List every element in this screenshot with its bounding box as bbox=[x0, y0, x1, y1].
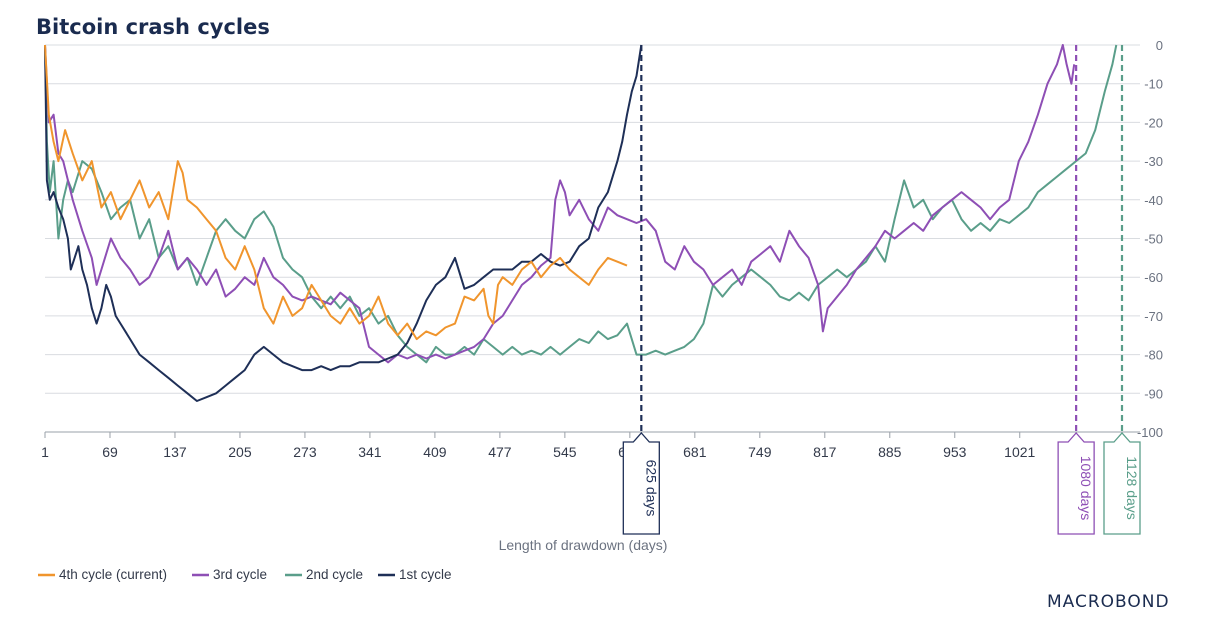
x-tick-label: 205 bbox=[228, 444, 252, 460]
gridlines bbox=[45, 44, 1140, 433]
x-tick-label: 273 bbox=[293, 444, 317, 460]
series-lines bbox=[44, 44, 1118, 402]
x-tick-label: 341 bbox=[358, 444, 382, 460]
legend-label: 4th cycle (current) bbox=[59, 567, 167, 582]
marker-label: 1080 days bbox=[1078, 456, 1094, 521]
chart-title: Bitcoin crash cycles bbox=[36, 15, 270, 39]
x-tick-label: 409 bbox=[423, 444, 447, 460]
marker-label: 1128 days bbox=[1124, 456, 1140, 520]
marker-callout bbox=[1103, 432, 1141, 535]
x-axis-label: Length of drawdown (days) bbox=[499, 537, 668, 553]
day-markers: 625 days 1080 days 1128 days bbox=[622, 45, 1141, 535]
marker-callout bbox=[622, 432, 660, 535]
y-tick-label: -70 bbox=[1144, 309, 1163, 324]
y-tick-label: -80 bbox=[1144, 348, 1163, 363]
macrobond-logo: MACROBOND bbox=[1047, 592, 1170, 612]
y-tick-label: 0 bbox=[1156, 38, 1163, 53]
series-line-4 bbox=[44, 44, 643, 402]
y-tick-label: -20 bbox=[1144, 115, 1163, 130]
legend: 4th cycle (current) 3rd cycle 2nd cycle 1st… bbox=[38, 567, 452, 582]
x-tick-label: 817 bbox=[813, 444, 837, 460]
legend-label: 3rd cycle bbox=[213, 567, 267, 582]
y-tick-label: -60 bbox=[1144, 270, 1163, 285]
x-tick-label: 69 bbox=[102, 444, 118, 460]
series-line-3 bbox=[44, 44, 1118, 364]
legend-label: 2nd cycle bbox=[306, 567, 363, 582]
x-tick-label: 1 bbox=[41, 444, 49, 460]
series-line-2 bbox=[44, 44, 1076, 364]
y-tick-label: -10 bbox=[1144, 77, 1163, 92]
marker-label: 625 days bbox=[643, 460, 659, 517]
y-tick-label: -50 bbox=[1144, 232, 1163, 247]
legend-label: 1st cycle bbox=[399, 567, 452, 582]
x-tick-label: 749 bbox=[748, 444, 772, 460]
x-tick-label: 137 bbox=[163, 444, 187, 460]
x-tick-label: 1021 bbox=[1004, 444, 1035, 460]
y-tick-label: -100 bbox=[1137, 425, 1163, 440]
x-tick-label: 545 bbox=[553, 444, 577, 460]
brand-name: MACROBOND bbox=[1047, 592, 1170, 612]
y-tick-label: -40 bbox=[1144, 193, 1163, 208]
x-tick-label: 885 bbox=[878, 444, 902, 460]
x-tick-label: 953 bbox=[943, 444, 967, 460]
x-tick-label: 477 bbox=[488, 444, 512, 460]
y-tick-label: -30 bbox=[1144, 154, 1163, 169]
marker-callout bbox=[1057, 432, 1095, 535]
y-axis-ticks: 0 -10 -20 -30 -40 -50 -60 -70 -80 -90 -100 bbox=[1137, 38, 1163, 440]
y-tick-label: -90 bbox=[1144, 386, 1163, 401]
x-tick-label: 681 bbox=[683, 444, 707, 460]
series-line-1 bbox=[44, 44, 628, 341]
x-axis-ticks: 1691372052733414094775456136817498178859… bbox=[41, 432, 1036, 460]
